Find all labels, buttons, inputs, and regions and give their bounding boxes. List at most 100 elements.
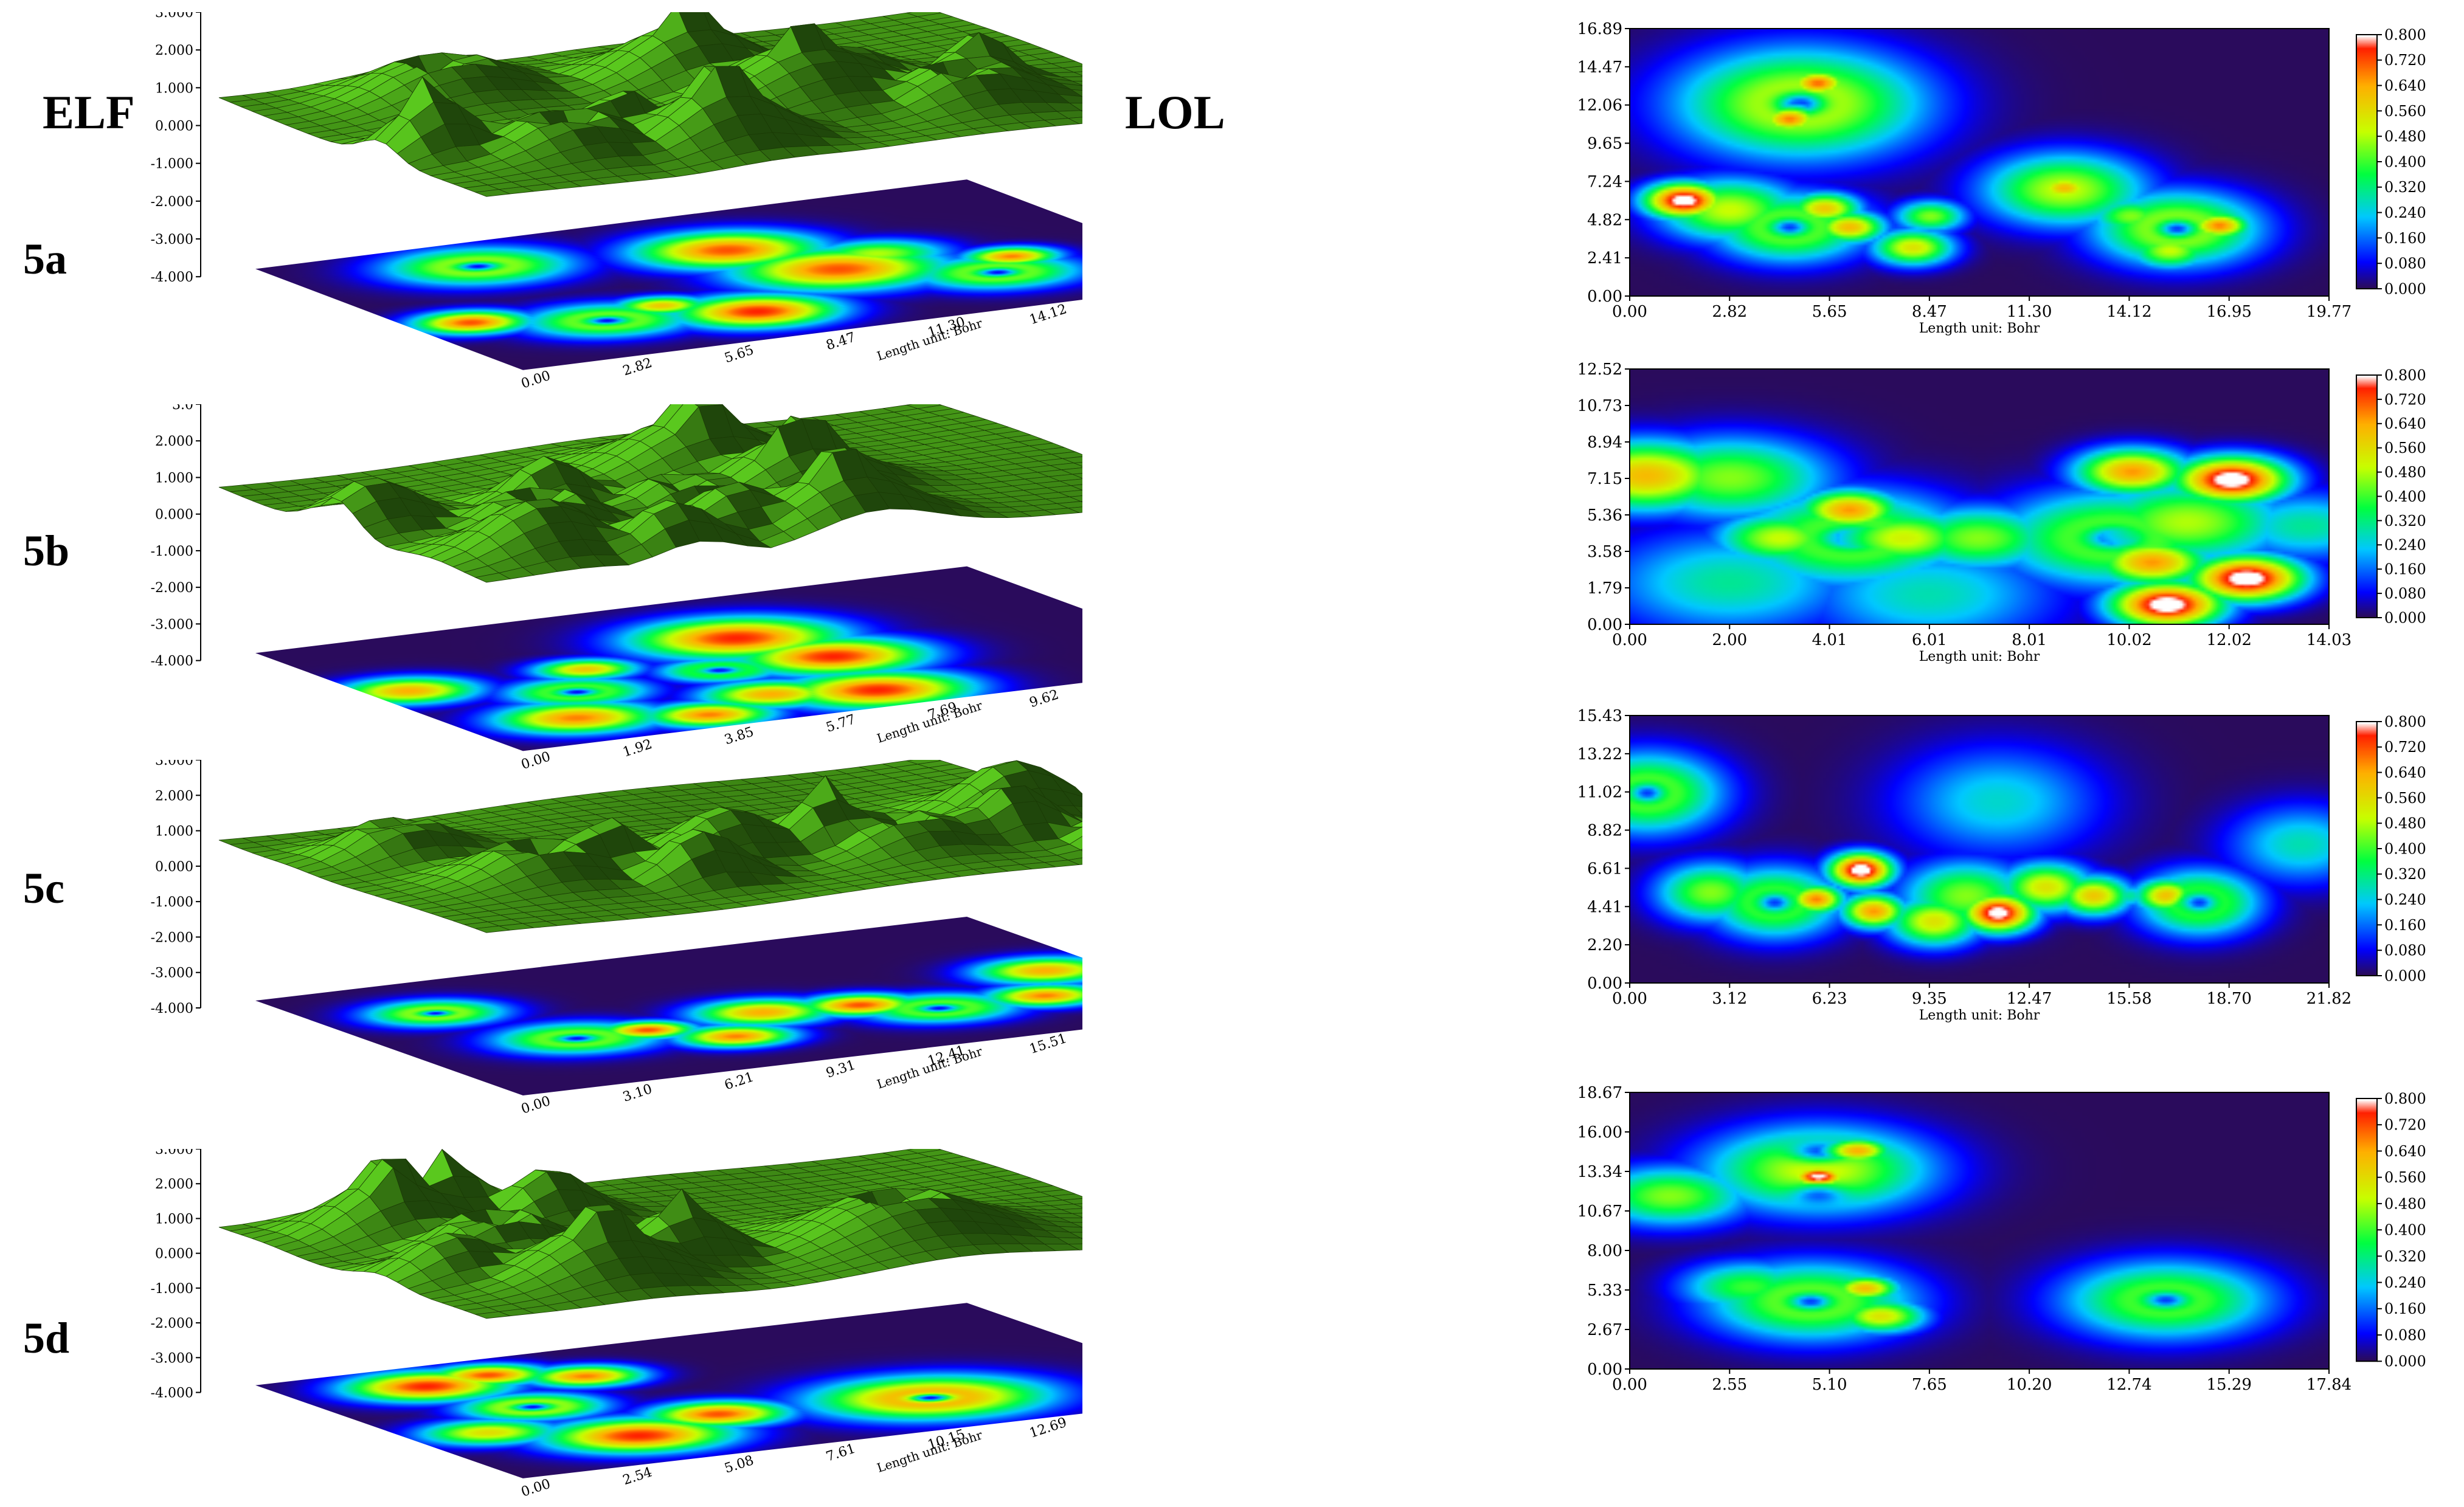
elf-surface-plot-5a-z-tick-label: 0.000	[155, 119, 193, 134]
lol-heatmap-5b-x-tick-label: 0.00	[1612, 631, 1647, 649]
lol-heatmap-5a-colorbar-tick-label: 0.320	[2384, 179, 2426, 196]
elf-surface-plot-5a-projection-map	[255, 179, 1082, 370]
lol-heatmap-5b-map	[1630, 369, 2329, 624]
lol-heatmap-5b-colorbar-tick-label: 0.320	[2384, 512, 2426, 529]
lol-heatmap-5a-y-tick-label: 14.47	[1577, 58, 1622, 77]
lol-heatmap-5c: 0.00 3.12 6.23 9.35 12.47 15.58 18.70 21.82 0.00…	[1577, 707, 2426, 1023]
elf-surface-plot-5a-z-tick-label: -4.000	[151, 270, 193, 285]
lol-heatmap-5c-colorbar	[2356, 722, 2377, 976]
lol-heatmap-5c-y-tick-label: 11.02	[1577, 784, 1622, 802]
elf-surface-plot-5d-z-tick-label: -1.000	[151, 1281, 193, 1297]
lol-heatmap-5c-x-tick-label: 21.82	[2307, 990, 2352, 1008]
lol-heatmap-5d-y-tick-label: 0.00	[1587, 1360, 1622, 1379]
lol-heatmap-5c-y-tick-label: 2.20	[1587, 936, 1622, 954]
elf-surface-plot-5a: -4.000 -3.000 -2.000 -1.000 0.000 1.000 2.000 3…	[151, 12, 1082, 392]
lol-heatmap-5b-x-tick-label: 6.01	[1912, 631, 1947, 649]
lol-heatmap-5b-x-tick-label: 14.03	[2307, 631, 2352, 649]
lol-heatmap-5b-y-tick-label: 8.94	[1587, 433, 1622, 452]
lol-heatmap-5a-y-tick-label: 12.06	[1577, 97, 1622, 115]
elf-surface-plot-5b-z-tick-label: -2.000	[151, 581, 193, 596]
elf-surface-plot-5a-x-tick-label: 0.00	[519, 368, 552, 392]
lol-heatmap-5b-y-tick-label: 10.73	[1577, 397, 1622, 415]
lol-heatmap-5a-colorbar-tick-label: 0.400	[2384, 153, 2426, 170]
lol-heatmap-5b-x-tick-label: 8.01	[2012, 631, 2047, 649]
lol-heatmap-5b-x-tick-label: 12.02	[2206, 631, 2251, 649]
lol-heatmap-5d-colorbar-tick-label: 0.640	[2384, 1143, 2426, 1160]
lol-heatmap-5c-x-tick-label: 12.47	[2007, 990, 2052, 1008]
lol-heatmap-5b-colorbar-tick-label: 0.720	[2384, 391, 2426, 408]
lol-heatmap-5c-map	[1630, 716, 2329, 983]
elf-surface-plot-5b-projection-map	[255, 566, 1082, 751]
elf-surface-plot-5d-z-tick-label: 3.000	[155, 1149, 193, 1157]
lol-heatmap-5c-y-tick-label: 6.61	[1587, 860, 1622, 878]
lol-heatmap-5a-x-tick-label: 19.77	[2307, 303, 2352, 321]
elf-surface-plot-5c-x-tick-label: 0.00	[519, 1094, 552, 1117]
elf-surface-plot-5d-z-tick-label: -3.000	[151, 1351, 193, 1366]
elf-surface-plot-5c: -4.000 -3.000 -2.000 -1.000 0.000 1.000 2.000 3…	[151, 760, 1082, 1117]
lol-heatmap-5a-x-tick-label: 14.12	[2106, 303, 2151, 321]
elf-surface-plot-5b-z-tick-label: 0.000	[155, 508, 193, 523]
lol-heatmap-5a-x-tick-label: 16.95	[2206, 303, 2251, 321]
lol-heatmap-5a-y-tick-label: 9.65	[1587, 135, 1622, 153]
lol-heatmap-5d-y-tick-label: 2.67	[1587, 1321, 1622, 1339]
lol-heatmap-5d-colorbar-tick-label: 0.560	[2384, 1169, 2426, 1186]
lol-heatmap-5a-y-tick-label: 4.82	[1587, 211, 1622, 229]
elf-surface-plot-5c-z-tick-label: 2.000	[155, 788, 193, 804]
lol-heatmap-5d-colorbar-tick-label: 0.000	[2384, 1353, 2426, 1370]
elf-surface-plot-5d-z-tick-label: -2.000	[151, 1316, 193, 1331]
lol-heatmap-5c-colorbar-tick-label: 0.320	[2384, 866, 2426, 883]
lol-heatmap-5a-x-tick-label: 11.30	[2007, 303, 2052, 321]
lol-heatmap-5d-x-tick-label: 12.74	[2106, 1376, 2151, 1394]
lol-heatmap-5c-x-tick-label: 15.58	[2106, 990, 2151, 1008]
lol-heatmap-5b: 0.00 2.00 4.01 6.01 8.01 10.02 12.02 14.03 0.00 1…	[1577, 360, 2426, 664]
elf-surface-plot-5b-x-tick-label: 9.62	[1028, 687, 1061, 711]
lol-heatmap-5b-y-tick-label: 7.15	[1587, 470, 1622, 488]
lol-heatmap-5c-y-tick-label: 8.82	[1587, 822, 1622, 840]
lol-heatmap-5c-y-tick-label: 13.22	[1577, 745, 1622, 764]
lol-heatmap-5d-x-tick-label: 7.65	[1912, 1376, 1947, 1394]
elf-surface-plot-5d-x-tick-label: 7.61	[825, 1441, 857, 1465]
lol-heatmap-5a-colorbar-tick-label: 0.800	[2384, 26, 2426, 43]
lol-heatmap-5a-x-axis-label: Length unit: Bohr	[1919, 321, 2040, 336]
elf-surface-plot-5b-z-tick-label: 1.000	[155, 471, 193, 486]
lol-heatmap-5a-y-tick-label: 16.89	[1577, 20, 1622, 38]
lol-heatmap-5c-colorbar-tick-label: 0.560	[2384, 790, 2426, 807]
lol-heatmap-5c-colorbar-tick-label: 0.720	[2384, 739, 2426, 756]
elf-surface-plot-5b-z-tick-label: -3.000	[151, 617, 193, 632]
elf-surface-plot-5c-z-tick-label: -4.000	[151, 1001, 193, 1016]
lol-heatmap-5d-colorbar-tick-label: 0.240	[2384, 1274, 2426, 1291]
lol-heatmap-5c-colorbar-tick-label: 0.640	[2384, 764, 2426, 781]
lol-heatmap-5a-x-tick-label: 0.00	[1612, 303, 1647, 321]
lol-heatmap-5d: 0.00 2.55 5.10 7.65 10.20 12.74 15.29 17.84 0.00…	[1577, 1084, 2426, 1394]
elf-surface-plot-5b-x-tick-label: 3.85	[722, 724, 755, 748]
elf-surface-plot-5c-x-tick-label: 9.31	[825, 1058, 857, 1081]
lol-heatmap-5b-x-tick-label: 4.01	[1812, 631, 1847, 649]
elf-surface-plot-5d-x-tick-label: 5.08	[722, 1453, 755, 1477]
lol-heatmap-5a-colorbar	[2356, 35, 2377, 289]
lol-heatmap-5a-colorbar-tick-label: 0.080	[2384, 255, 2426, 272]
lol-heatmap-5d-y-tick-label: 10.67	[1577, 1202, 1622, 1221]
lol-heatmap-5b-colorbar-tick-label: 0.240	[2384, 537, 2426, 554]
lol-heatmap-5a-x-tick-label: 2.82	[1712, 303, 1747, 321]
lol-heatmap-5c-x-axis-label: Length unit: Bohr	[1919, 1008, 2040, 1023]
lol-heatmap-5c-y-tick-label: 4.41	[1587, 898, 1622, 916]
lol-heatmap-5a-x-tick-label: 8.47	[1912, 303, 1947, 321]
lol-heatmap-5b-x-tick-label: 10.02	[2106, 631, 2151, 649]
lol-heatmap-5c-x-tick-label: 3.12	[1712, 990, 1747, 1008]
lol-heatmap-5d-colorbar-tick-label: 0.320	[2384, 1248, 2426, 1265]
lol-heatmap-5b-colorbar	[2356, 375, 2377, 618]
row-label-5b: 5b	[23, 526, 70, 575]
elf-surface-plot-5a-z-tick-label: -3.000	[151, 232, 193, 247]
elf-surface-plot-5c-x-tick-label: 3.10	[621, 1081, 654, 1105]
lol-heatmap-5c-y-tick-label: 15.43	[1577, 707, 1622, 725]
elf-surface-plot-5a-z-tick-label: -2.000	[151, 195, 193, 210]
lol-heatmap-5a-colorbar-tick-label: 0.720	[2384, 52, 2426, 69]
elf-surface-plot-5a-x-tick-label: 2.82	[621, 356, 654, 379]
lol-heatmap-5d-colorbar-tick-label: 0.800	[2384, 1090, 2426, 1107]
elf-surface-plot-5d-z-tick-label: 1.000	[155, 1212, 193, 1227]
lol-heatmap-5b-y-tick-label: 0.00	[1587, 616, 1622, 634]
lol-heatmap-5d-x-tick-label: 17.84	[2307, 1376, 2352, 1394]
lol-heatmap-5d-y-tick-label: 16.00	[1577, 1123, 1622, 1142]
elf-surface-plot-5b-x-tick-label: 5.77	[825, 712, 857, 736]
lol-heatmap-5c-x-tick-label: 6.23	[1812, 990, 1847, 1008]
